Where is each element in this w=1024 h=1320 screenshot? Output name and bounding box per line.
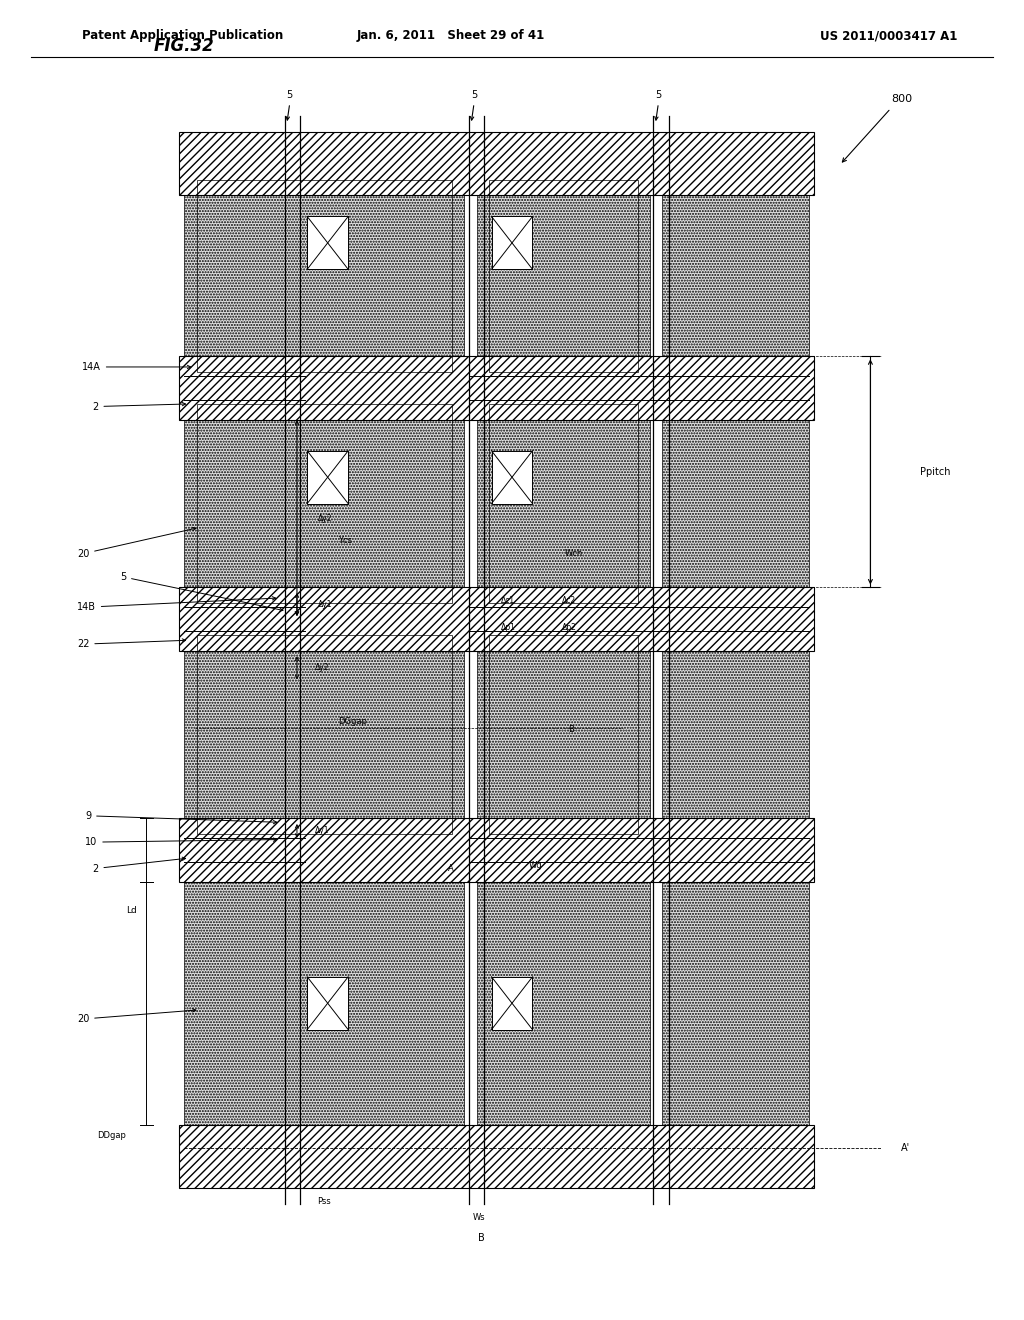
- Bar: [492, 216, 532, 269]
- Bar: [197, 404, 452, 603]
- Bar: [179, 132, 814, 195]
- Bar: [184, 651, 464, 818]
- Text: 5: 5: [120, 572, 283, 611]
- Text: B: B: [478, 1233, 484, 1243]
- Text: FIG.32: FIG.32: [154, 37, 214, 55]
- Bar: [477, 882, 650, 1125]
- Bar: [307, 450, 348, 503]
- Bar: [477, 195, 650, 356]
- Bar: [307, 977, 348, 1030]
- Bar: [179, 356, 814, 420]
- Text: 2: 2: [92, 857, 185, 874]
- Text: Ws: Ws: [473, 1213, 485, 1221]
- Bar: [662, 420, 809, 587]
- Text: Ld: Ld: [126, 907, 136, 915]
- Text: B: B: [568, 725, 574, 734]
- Text: Pss: Pss: [317, 1197, 331, 1205]
- Text: 14B: 14B: [77, 597, 275, 612]
- Text: 5: 5: [287, 90, 293, 100]
- Bar: [662, 882, 809, 1125]
- Bar: [197, 180, 452, 372]
- Text: 5: 5: [471, 90, 477, 100]
- Text: A': A': [901, 1143, 910, 1154]
- Bar: [184, 420, 464, 587]
- Bar: [477, 420, 650, 587]
- Text: Ycs: Ycs: [338, 536, 351, 545]
- Text: Δy1: Δy1: [315, 826, 330, 836]
- Text: Patent Application Publication: Patent Application Publication: [82, 29, 284, 42]
- Text: US 2011/0003417 A1: US 2011/0003417 A1: [820, 29, 957, 42]
- Bar: [179, 1125, 814, 1188]
- Text: 9: 9: [85, 810, 276, 824]
- Bar: [197, 635, 452, 834]
- Bar: [662, 651, 809, 818]
- Text: Jan. 6, 2011   Sheet 29 of 41: Jan. 6, 2011 Sheet 29 of 41: [356, 29, 545, 42]
- Bar: [179, 587, 814, 651]
- Text: Δc1: Δc1: [501, 597, 515, 605]
- Text: Δy2: Δy2: [315, 664, 330, 672]
- Bar: [489, 635, 638, 834]
- Bar: [492, 977, 532, 1030]
- Bar: [492, 450, 532, 503]
- Text: 20: 20: [77, 527, 196, 558]
- Text: Δp2: Δp2: [562, 623, 577, 631]
- Bar: [307, 216, 348, 269]
- Text: 20: 20: [77, 1008, 196, 1024]
- Text: 2: 2: [92, 401, 185, 412]
- Text: Δy1: Δy1: [318, 601, 333, 609]
- Bar: [477, 651, 650, 818]
- Text: 22: 22: [77, 639, 185, 649]
- Text: 10: 10: [85, 837, 276, 847]
- Text: Ppitch: Ppitch: [920, 467, 950, 477]
- Text: 800: 800: [891, 94, 912, 104]
- Text: 5: 5: [655, 90, 662, 100]
- Text: A: A: [447, 865, 454, 873]
- Bar: [184, 882, 464, 1125]
- Bar: [662, 195, 809, 356]
- Text: Δc2: Δc2: [562, 597, 577, 605]
- Text: DGgap: DGgap: [338, 717, 367, 726]
- Bar: [489, 404, 638, 603]
- Text: Wch: Wch: [565, 549, 583, 558]
- Text: DDgap: DDgap: [97, 1131, 126, 1139]
- Bar: [184, 195, 464, 356]
- Text: Δy2: Δy2: [318, 513, 333, 523]
- Bar: [489, 180, 638, 372]
- Text: 14A: 14A: [82, 362, 190, 372]
- Bar: [179, 818, 814, 882]
- Text: Wg: Wg: [528, 862, 543, 870]
- Text: Δp1: Δp1: [501, 623, 515, 631]
